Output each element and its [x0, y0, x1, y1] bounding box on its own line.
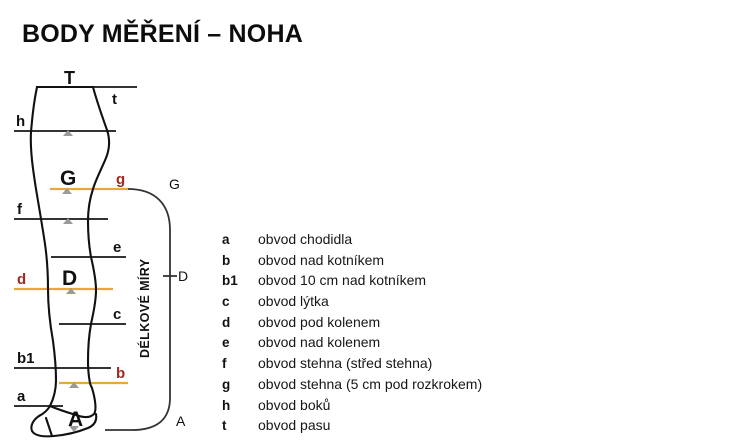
length-labels-group: T G D A [60, 68, 83, 431]
leg-outline-inner [86, 85, 111, 385]
length-bracket-group [105, 188, 177, 431]
marker-f [63, 218, 73, 224]
legend-desc: obvod pod kolenem [258, 313, 381, 330]
legend-row: b1 obvod 10 cm nad kotníkem [222, 272, 562, 293]
legend-key: b [222, 252, 231, 268]
leg-outline-outer [29, 85, 58, 418]
legend-key: d [222, 314, 231, 330]
marker-d [66, 288, 76, 294]
legend-desc: obvod stehna (střed stehna) [258, 355, 433, 372]
label-h: h [16, 113, 25, 130]
label-A: A [68, 408, 83, 431]
label-g: g [116, 171, 125, 188]
legend-row: f obvod stehna (střed stehna) [222, 355, 562, 376]
measurement-legend: a obvod chodidla b obvod nad kotníkem b1… [222, 231, 562, 438]
legend-row: b obvod nad kotníkem [222, 252, 562, 273]
page-title: BODY MĚŘENÍ – NOHA [22, 20, 303, 48]
legend-desc: obvod chodidla [258, 231, 353, 247]
label-d: d [17, 271, 26, 288]
legend-row: g obvod stehna (5 cm pod rozkrokem) [222, 376, 562, 397]
legend-row: e obvod nad kolenem [222, 334, 562, 355]
length-axis-label: DÉLKOVÉ MÍRY [137, 258, 152, 358]
label-e: e [113, 239, 121, 256]
label-b1: b1 [17, 350, 35, 367]
marker-a [69, 426, 79, 432]
legend-desc: obvod lýtka [258, 293, 329, 310]
legend-key: g [222, 376, 231, 392]
legend-desc: obvod nad kolenem [258, 334, 381, 351]
legend-row: h obvod boků [222, 397, 562, 418]
legend-desc: obvod 10 cm nad kotníkem [258, 272, 427, 289]
label-T: T [64, 68, 75, 88]
legend-row: c obvod lýtka [222, 293, 562, 314]
bracket-label-G: G [169, 176, 180, 192]
bracket-label-A: A [176, 413, 186, 429]
leg-measurement-diagram: t h g f e d c b1 b a T G D A G D [0, 58, 215, 441]
leg-outline-group [29, 85, 111, 438]
marker-b [69, 382, 79, 388]
label-D: D [62, 267, 77, 290]
marker-g [62, 188, 72, 194]
label-G: G [60, 167, 76, 190]
legend-row: t obvod pasu [222, 417, 562, 438]
foot-outline-sole [30, 412, 98, 438]
legend-desc: obvod boků [258, 396, 331, 413]
legend-desc: obvod nad kotníkem [258, 251, 385, 268]
legend-key: t [222, 418, 227, 434]
legend-key: e [222, 335, 230, 351]
legend-desc: obvod stehna (5 cm pod rozkrokem) [258, 375, 483, 392]
bracket-label-D: D [178, 268, 188, 284]
label-t: t [112, 91, 117, 108]
circumference-labels-group: t h g f e d c b1 b a [16, 91, 125, 405]
label-b: b [116, 365, 125, 382]
foot-outline-top [48, 381, 97, 419]
toe-line [44, 416, 54, 438]
legend-key: b1 [222, 273, 238, 289]
legend-row: a obvod chodidla [222, 231, 562, 252]
leg-diagram-svg: t h g f e d c b1 b a T G D A G D [14, 68, 188, 438]
label-a: a [17, 388, 26, 405]
legend-key: c [222, 294, 230, 310]
legend-key: f [222, 356, 227, 372]
legend-row: d obvod pod kolenem [222, 314, 562, 335]
length-bracket-path [105, 188, 171, 431]
legend-desc: obvod pasu [258, 417, 331, 434]
label-f: f [17, 201, 23, 218]
legend-key: h [222, 397, 231, 413]
legend-key: a [222, 232, 230, 247]
line-markers-group [62, 130, 79, 432]
bracket-labels-group: G D A [169, 176, 188, 429]
label-c: c [113, 306, 121, 323]
marker-h [63, 130, 73, 136]
